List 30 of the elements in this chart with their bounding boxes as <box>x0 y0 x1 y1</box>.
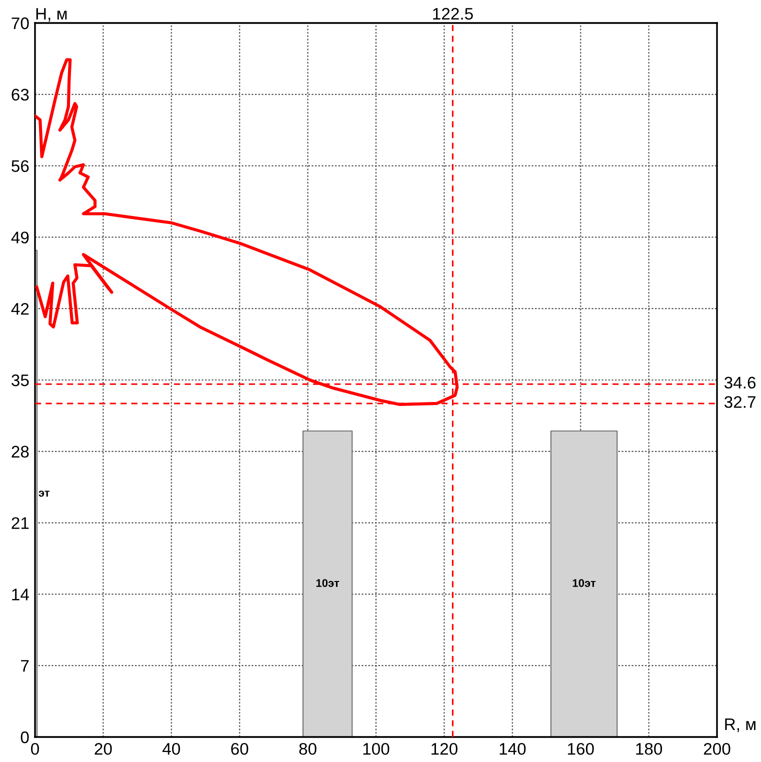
x-tick-label: 160 <box>568 742 594 755</box>
y-tick-label: 56 <box>12 160 29 172</box>
y-tick-label: 14 <box>12 588 29 600</box>
x-axis-title: R, м <box>725 718 756 732</box>
annotation: 10эт <box>572 579 596 587</box>
y-tick-label: 49 <box>11 232 29 244</box>
x-tick-label: 200 <box>704 742 730 755</box>
annotation: 10эт <box>316 579 340 587</box>
x-tick-label: 120 <box>432 742 458 755</box>
ref-line-label: 32.7 <box>724 396 756 408</box>
x-tick-label: 180 <box>636 742 662 755</box>
x-tick-label: 80 <box>299 742 316 755</box>
x-tick-label: 60 <box>231 742 248 755</box>
ref-line-label: 34.6 <box>724 376 756 389</box>
y-axis-title: H, м <box>36 8 67 22</box>
y-tick-label: 0 <box>20 731 29 744</box>
y-tick-label: 7 <box>21 660 29 672</box>
y-tick-label: 70 <box>12 17 29 30</box>
x-tick-label: 100 <box>363 742 390 755</box>
y-tick-label: 63 <box>12 88 29 101</box>
y-tick-label: 21 <box>12 517 29 529</box>
x-tick-label: 0 <box>31 742 39 755</box>
ref-line-label: 122.5 <box>433 8 473 20</box>
annotation: эт <box>38 490 50 497</box>
x-tick-label: 40 <box>162 742 180 755</box>
y-tick-label: 35 <box>12 374 29 386</box>
y-tick-label: 28 <box>12 446 29 458</box>
x-tick-label: 20 <box>94 742 112 755</box>
y-tick-label: 42 <box>11 303 29 315</box>
x-tick-label: 140 <box>500 742 526 755</box>
